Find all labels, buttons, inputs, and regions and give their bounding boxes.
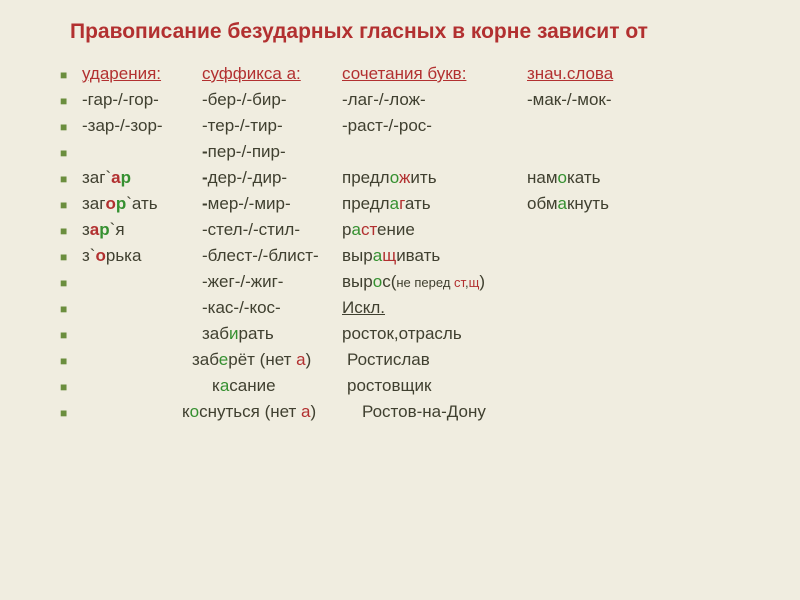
bullet-icon: ■ — [60, 120, 70, 134]
example-word: вырос(не перед ст,щ) — [342, 272, 527, 292]
list-item: ■ заг`ар -дер-/-дир- предложить намокать — [60, 168, 760, 188]
list-item: ■ касание ростовщик — [60, 376, 760, 396]
list-item: ■ забирать росток,отрасль — [60, 324, 760, 344]
root-pair: -блест-/-блист- — [202, 246, 342, 266]
list-item: ■ -кас-/-кос- Искл. — [60, 298, 760, 318]
bullet-icon: ■ — [60, 250, 70, 264]
header-1: ударения: — [82, 64, 161, 83]
example-word: выращивать — [342, 246, 527, 266]
bullet-icon: ■ — [60, 380, 70, 394]
exception-word: Ростов-на-Дону — [362, 402, 486, 422]
example-word: обмакнуть — [527, 194, 609, 214]
root-pair: -тер-/-тир- — [202, 116, 342, 136]
list-item: ■ з`орька -блест-/-блист- выращивать — [60, 246, 760, 266]
example-word: загор`ать — [82, 194, 202, 214]
bullet-icon: ■ — [60, 198, 70, 212]
example-word: забирать — [202, 324, 342, 344]
content-area: ■ ударения: суффикса а: сочетания букв: … — [40, 64, 760, 422]
header-row: ■ ударения: суффикса а: сочетания букв: … — [60, 64, 760, 84]
example-word: предлагать — [342, 194, 527, 214]
example-word: з`орька — [82, 246, 202, 266]
bullet-icon: ■ — [60, 406, 70, 420]
example-word: растение — [342, 220, 527, 240]
root-pair: -бер-/-бир- — [202, 90, 342, 110]
bullet-icon: ■ — [60, 172, 70, 186]
page-title: Правописание безударных гласных в корне … — [40, 20, 760, 44]
header-4: знач.слова — [527, 64, 613, 83]
header-3: сочетания букв: — [342, 64, 466, 83]
exception-word: росток,отрасль — [342, 324, 527, 344]
example-word: заг`ар — [82, 168, 202, 188]
bullet-icon: ■ — [60, 354, 70, 368]
list-item: ■ -гар-/-гор- -бер-/-бир- -лаг-/-лож- -м… — [60, 90, 760, 110]
bullet-icon: ■ — [60, 328, 70, 342]
bullet-icon: ■ — [60, 146, 70, 160]
list-item: ■ -зар-/-зор- -тер-/-тир- -раст-/-рос- — [60, 116, 760, 136]
list-item: ■ зар`я -стел-/-стил- растение — [60, 220, 760, 240]
exception-label: Искл. — [342, 298, 527, 318]
root-pair: -мак-/-мок- — [527, 90, 612, 110]
root-pair: -лаг-/-лож- — [342, 90, 527, 110]
exception-word: Ростислав — [347, 350, 430, 370]
root-pair: -мер-/-мир- — [202, 194, 342, 214]
bullet-icon: ■ — [60, 68, 70, 82]
example-word: заберёт (нет а) — [192, 350, 347, 370]
root-pair: -гар-/-гор- — [82, 90, 202, 110]
root-pair: -стел-/-стил- — [202, 220, 342, 240]
example-word: намокать — [527, 168, 601, 188]
bullet-icon: ■ — [60, 224, 70, 238]
example-word: зар`я — [82, 220, 202, 240]
example-word: предложить — [342, 168, 527, 188]
root-pair: -раст-/-рос- — [342, 116, 527, 136]
root-pair: -дер-/-дир- — [202, 168, 342, 188]
list-item: ■ загор`ать -мер-/-мир- предлагать обмак… — [60, 194, 760, 214]
example-word: коснуться (нет а) — [182, 402, 362, 422]
list-item: ■ коснуться (нет а) Ростов-на-Дону — [60, 402, 760, 422]
list-item: ■ заберёт (нет а) Ростислав — [60, 350, 760, 370]
root-pair: -кас-/-кос- — [202, 298, 342, 318]
exception-word: ростовщик — [347, 376, 431, 396]
list-item: ■ -жег-/-жиг- вырос(не перед ст,щ) — [60, 272, 760, 292]
bullet-icon: ■ — [60, 302, 70, 316]
root-pair: -зар-/-зор- — [82, 116, 202, 136]
bullet-icon: ■ — [60, 276, 70, 290]
header-2: суффикса а: — [202, 64, 301, 83]
example-word: касание — [212, 376, 347, 396]
root-pair: -пер-/-пир- — [202, 142, 342, 162]
list-item: ■ -пер-/-пир- — [60, 142, 760, 162]
root-pair: -жег-/-жиг- — [202, 272, 342, 292]
bullet-icon: ■ — [60, 94, 70, 108]
